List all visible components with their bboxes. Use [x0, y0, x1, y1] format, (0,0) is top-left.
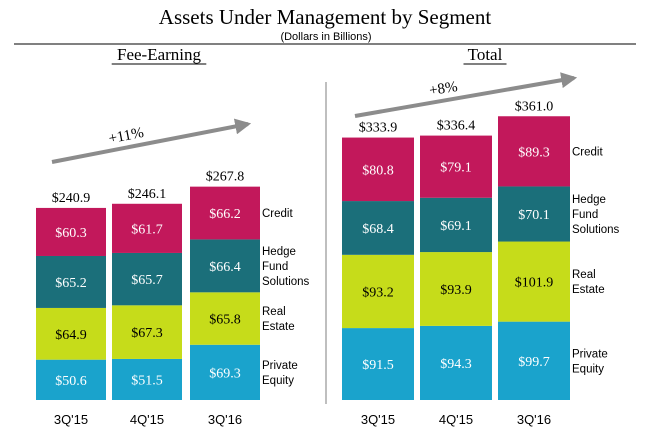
total-segment-label-line: Credit: [572, 146, 603, 158]
total-bar-private-equity-3q16: [498, 321, 570, 400]
total-growth-arrow: [354, 72, 578, 118]
fee-value-label-real-estate-3q15: $64.9: [55, 328, 87, 343]
total-segment-label-real-estate: Real Estate: [572, 269, 605, 296]
total-bar-private-equity-3q15: [342, 328, 414, 400]
total-segment-label-line: Solutions: [572, 224, 620, 236]
total-x-tick-3q15: 3Q'15: [361, 412, 395, 427]
fee-value-label-private-equity-3q15: $50.6: [55, 374, 87, 389]
fee-x-tick-3q15: 3Q'15: [54, 412, 88, 427]
fee-segment-label-line: Fund: [262, 261, 288, 273]
fee-segment-label-credit: Credit: [262, 208, 293, 220]
fee-bar-private-equity-3q15: [36, 359, 106, 400]
fee-bar-hedge-fund-solutions-4q15: [112, 252, 182, 306]
total-bar-credit-3q15: [342, 137, 414, 202]
fee-value-label-real-estate-3q16: $65.8: [209, 313, 241, 328]
fee-value-label-credit-4q15: $61.7: [131, 222, 163, 237]
total-value-label-credit-3q15: $80.8: [362, 163, 394, 178]
fee-earning-chart: Fee-Earning +11% $50.6 $64.9 $65.2 $60.3 $240.…: [36, 45, 310, 427]
fee-value-label-hedge-fund-solutions-3q16: $66.4: [209, 260, 241, 275]
fee-bar-credit-3q15: [36, 207, 106, 256]
total-value-label-real-estate-3q15: $93.2: [362, 285, 394, 300]
total-bar-credit-4q15: [420, 135, 492, 198]
fee-segment-label-hedge-fund-solutions: Hedge Fund Solutions: [262, 246, 310, 288]
fee-segment-label-private-equity: Private Equity: [262, 360, 298, 387]
total-total-label-3q15: $333.9: [359, 121, 398, 136]
fee-chart-title: Fee-Earning: [117, 45, 202, 64]
total-value-label-real-estate-4q15: $93.9: [440, 283, 472, 298]
total-segment-label-line: Fund: [572, 209, 598, 221]
fee-segment-label-line: Real: [262, 306, 286, 318]
fee-total-label-3q16: $267.8: [206, 170, 245, 185]
fee-growth-label: +11%: [107, 125, 145, 147]
total-value-label-hedge-fund-solutions-3q15: $68.4: [362, 222, 394, 237]
total-bar-real-estate-4q15: [420, 252, 492, 326]
total-value-label-private-equity-4q15: $94.3: [440, 357, 472, 372]
total-value-label-private-equity-3q16: $99.7: [518, 355, 550, 370]
fee-x-tick-4q15: 4Q'15: [130, 412, 164, 427]
fee-bar-hedge-fund-solutions-3q15: [36, 255, 106, 308]
slide-title: Assets Under Management by Segment: [159, 5, 492, 29]
total-segment-label-credit: Credit: [572, 146, 603, 158]
fee-segment-label-line: Estate: [262, 321, 295, 333]
total-total-label-4q15: $336.4: [437, 119, 476, 134]
fee-bar-real-estate-3q16: [190, 292, 260, 345]
fee-segment-label-line: Solutions: [262, 276, 310, 288]
fee-bar-hedge-fund-solutions-3q16: [190, 239, 260, 293]
fee-value-label-hedge-fund-solutions-3q15: $65.2: [55, 276, 87, 291]
total-segment-label-hedge-fund-solutions: Hedge Fund Solutions: [572, 194, 620, 236]
total-value-label-real-estate-3q16: $101.9: [515, 276, 554, 291]
fee-value-label-credit-3q15: $60.3: [55, 226, 87, 241]
fee-total-label-4q15: $246.1: [128, 187, 167, 202]
fee-segment-label-line: Private: [262, 360, 298, 372]
fee-segment-label-line: Hedge: [262, 246, 296, 258]
fee-bar-private-equity-3q16: [190, 344, 260, 400]
total-value-label-credit-4q15: $79.1: [440, 161, 472, 176]
total-segment-label-line: Private: [572, 348, 608, 360]
total-bar-credit-3q16: [498, 116, 570, 187]
total-x-tick-3q16: 3Q'16: [517, 412, 551, 427]
fee-bar-real-estate-3q15: [36, 307, 106, 360]
fee-x-tick-3q16: 3Q'16: [208, 412, 242, 427]
total-bar-real-estate-3q15: [342, 254, 414, 329]
fee-bar-private-equity-4q15: [112, 358, 182, 400]
fee-value-label-private-equity-3q16: $69.3: [209, 366, 241, 381]
total-bar-hedge-fund-solutions-3q15: [342, 201, 414, 255]
fee-value-label-credit-3q16: $66.2: [209, 207, 241, 222]
fee-bar-credit-4q15: [112, 203, 182, 253]
fee-value-label-private-equity-4q15: $51.5: [131, 373, 163, 388]
fee-segment-label-real-estate: Real Estate: [262, 306, 295, 333]
total-segment-label-private-equity: Private Equity: [572, 348, 608, 375]
total-bar-hedge-fund-solutions-3q16: [498, 186, 570, 242]
total-bar-private-equity-4q15: [420, 325, 492, 400]
fee-segment-label-line: Equity: [262, 375, 294, 387]
fee-total-label-3q15: $240.9: [52, 191, 91, 206]
fee-value-label-real-estate-4q15: $67.3: [131, 326, 163, 341]
fee-bar-real-estate-4q15: [112, 305, 182, 359]
total-value-label-private-equity-3q15: $91.5: [362, 358, 394, 373]
fee-growth-arrow: [51, 118, 252, 164]
total-chart: Total +8% $91.5 $93.2 $68.4 $80.8 $333.9 3Q'15 $…: [342, 45, 620, 427]
total-bar-hedge-fund-solutions-4q15: [420, 197, 492, 253]
total-growth-label: +8%: [428, 79, 459, 99]
fee-value-label-hedge-fund-solutions-4q15: $65.7: [131, 273, 163, 288]
total-value-label-credit-3q16: $89.3: [518, 145, 550, 160]
total-value-label-hedge-fund-solutions-4q15: $69.1: [440, 219, 472, 234]
total-bar-real-estate-3q16: [498, 241, 570, 322]
total-total-label-3q16: $361.0: [515, 99, 554, 114]
total-value-label-hedge-fund-solutions-3q16: $70.1: [518, 208, 550, 223]
slide-subtitle: (Dollars in Billions): [280, 31, 371, 43]
total-segment-label-line: Real: [572, 269, 596, 281]
fee-bar-credit-3q16: [190, 186, 260, 240]
total-segment-label-line: Estate: [572, 284, 605, 296]
total-x-tick-4q15: 4Q'15: [439, 412, 473, 427]
total-chart-title: Total: [468, 45, 503, 64]
fee-segment-label-line: Credit: [262, 208, 293, 220]
total-segment-label-line: Hedge: [572, 194, 606, 206]
total-segment-label-line: Equity: [572, 363, 604, 375]
